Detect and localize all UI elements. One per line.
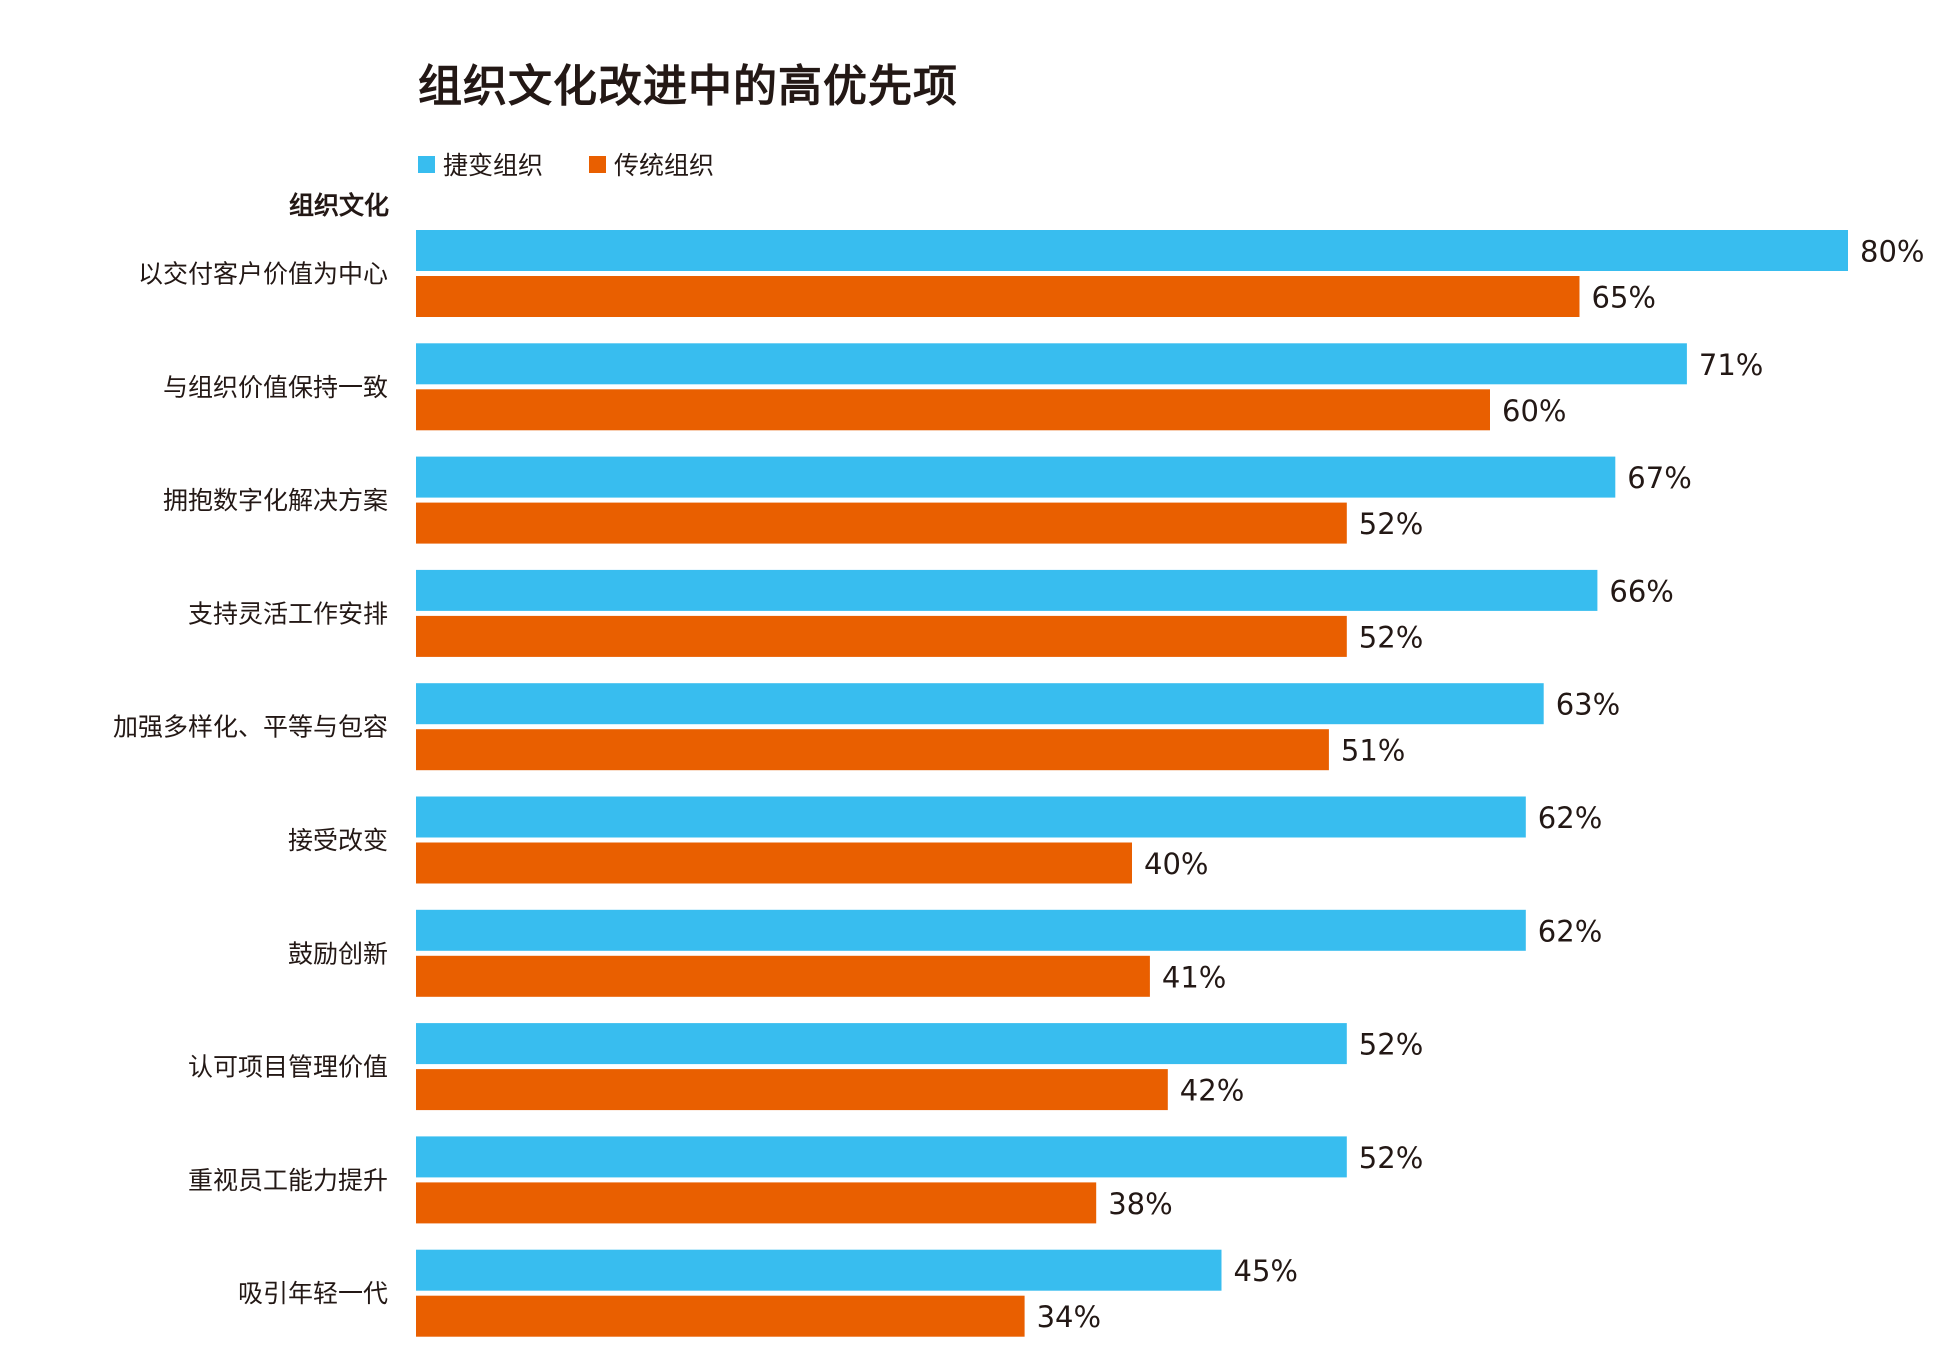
data-label: 66% (1609, 574, 1673, 608)
data-label: 62% (1538, 801, 1602, 835)
data-label: 60% (1502, 394, 1566, 428)
legend-swatch-traditional (589, 155, 607, 173)
bar-agile (416, 796, 1526, 838)
data-label: 42% (1180, 1074, 1244, 1108)
category-label: 鼓励创新 (288, 939, 388, 968)
bar-agile (416, 230, 1848, 271)
data-label: 52% (1359, 1141, 1423, 1175)
data-label: 52% (1359, 620, 1423, 654)
y-axis-label: 组织文化 (288, 191, 389, 220)
data-label: 45% (1234, 1254, 1298, 1288)
data-label: 80% (1860, 235, 1924, 269)
category-label: 接受改变 (288, 826, 388, 855)
bar-agile (416, 456, 1616, 498)
category-label: 支持灵活工作安排 (188, 599, 388, 628)
bar-traditional (416, 955, 1150, 997)
data-label: 51% (1341, 734, 1405, 768)
legend-label-agile: 捷变组织 (443, 151, 544, 180)
bar-agile (416, 343, 1687, 385)
data-label: 52% (1359, 507, 1423, 541)
category-label: 与组织价值保持一致 (163, 373, 388, 402)
bar-traditional (416, 502, 1347, 544)
bar-agile (416, 1023, 1347, 1065)
chart-title: 组织文化改进中的高优先项 (418, 61, 958, 112)
bar-traditional (416, 1295, 1025, 1337)
bar-agile (416, 569, 1598, 611)
bar-traditional (416, 1182, 1097, 1224)
data-label: 38% (1108, 1187, 1172, 1221)
data-label: 67% (1627, 461, 1691, 495)
bar-traditional (416, 389, 1490, 431)
bar-traditional (416, 615, 1347, 657)
data-label: 65% (1592, 281, 1656, 315)
data-label: 62% (1538, 914, 1602, 948)
bar-agile (416, 1249, 1222, 1291)
data-label: 41% (1162, 960, 1226, 994)
category-label: 重视员工能力提升 (188, 1166, 388, 1195)
category-label: 加强多样化、平等与包容 (113, 713, 388, 742)
data-label: 34% (1037, 1300, 1101, 1334)
bar-agile (416, 1136, 1347, 1178)
bar-agile (416, 909, 1526, 951)
legend: 捷变组织 传统组织 (418, 146, 714, 182)
legend-swatch-agile (418, 155, 435, 173)
bar-traditional (416, 1069, 1168, 1111)
data-label: 63% (1556, 688, 1620, 722)
legend-item-traditional: 传统组织 (589, 146, 714, 182)
bar-traditional (416, 842, 1132, 884)
legend-label-traditional: 传统组织 (614, 151, 715, 180)
category-label: 以交付客户价值为中心 (138, 260, 388, 289)
category-label: 吸引年轻一代 (238, 1279, 388, 1308)
category-label: 认可项目管理价值 (188, 1053, 388, 1082)
data-label: 52% (1359, 1028, 1423, 1062)
bar-traditional (416, 729, 1329, 771)
bar-agile (416, 683, 1544, 725)
data-label: 40% (1144, 847, 1208, 881)
data-label: 71% (1699, 348, 1763, 382)
legend-item-agile: 捷变组织 (418, 146, 543, 182)
category-label: 拥抱数字化解决方案 (163, 486, 388, 515)
bar-traditional (416, 276, 1580, 317)
